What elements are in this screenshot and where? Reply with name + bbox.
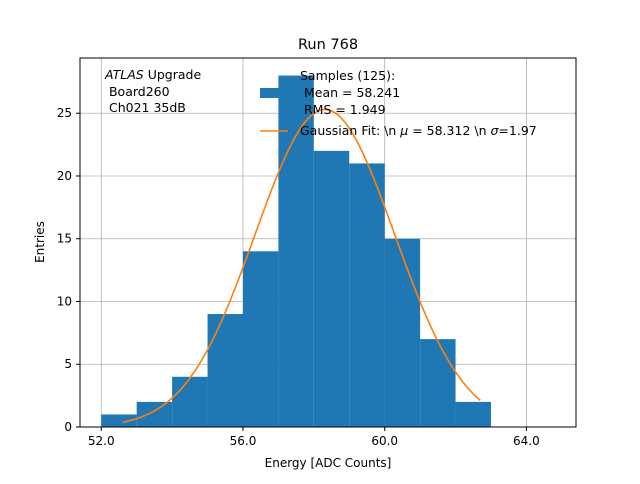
annotation-atlas: ATLAS [104,67,144,82]
legend-fit-prefix: Gaussian Fit: \n [300,123,400,138]
legend-samples: Samples (125): [300,68,395,83]
x-tick-label: 52.0 [88,434,115,448]
histogram-bar [420,339,456,427]
histogram-bar [136,401,173,427]
histogram-bar [349,163,385,427]
legend-mu-symbol: μ [399,123,408,138]
histogram-bar [242,251,279,427]
y-tick-label: 25 [57,106,72,120]
y-tick-label: 0 [64,420,72,434]
x-tick-label: 64.0 [513,434,540,448]
x-axis-ticks: 52.0 56.0 60.0 64.0 [88,427,540,448]
x-axis-label: Energy [ADC Counts] [265,456,392,470]
y-tick-label: 15 [57,232,72,246]
y-axis-ticks: 0 5 10 15 20 25 [57,106,80,434]
annotation-board: Board260 [105,84,170,99]
legend-mean: Mean = 58.241 [300,85,400,100]
y-tick-label: 5 [64,357,72,371]
histogram-bars [101,75,491,428]
x-tick-label: 60.0 [371,434,398,448]
svg-text:ATLAS Upgrade: ATLAS Upgrade [104,67,201,82]
legend-sigma-symbol: σ [490,123,499,138]
legend-histogram-swatch [260,88,288,98]
histogram-bar [313,150,350,427]
x-tick-label: 56.0 [230,434,257,448]
y-tick-label: 20 [57,169,72,183]
y-tick-label: 10 [57,294,72,308]
histogram-bar [101,414,137,427]
gaussian-fit-curve [122,108,481,424]
atlas-annotation: ATLAS Upgrade Board260 Ch021 35dB [104,67,201,115]
plot-frame [79,57,577,428]
svg-text:Gaussian Fit: \n μ = 58.312 \n: Gaussian Fit: \n μ = 58.312 \n σ=1.97 [300,123,537,138]
legend-rms: RMS = 1.949 [300,102,386,117]
histogram-bar [455,401,491,427]
legend-fit-mid: = 58.312 \n [408,123,490,138]
histogram-bar [207,314,243,427]
legend: Samples (125): Mean = 58.241 RMS = 1.949… [260,68,537,138]
annotation-channel: Ch021 35dB [105,100,186,115]
legend-fit-suffix: =1.97 [498,123,536,138]
y-axis-label: Entries [33,221,47,263]
histogram-bar [172,376,208,427]
annotation-upgrade: Upgrade [144,67,202,82]
chart-title: Run 768 [298,37,358,53]
histogram-bar [384,238,421,427]
